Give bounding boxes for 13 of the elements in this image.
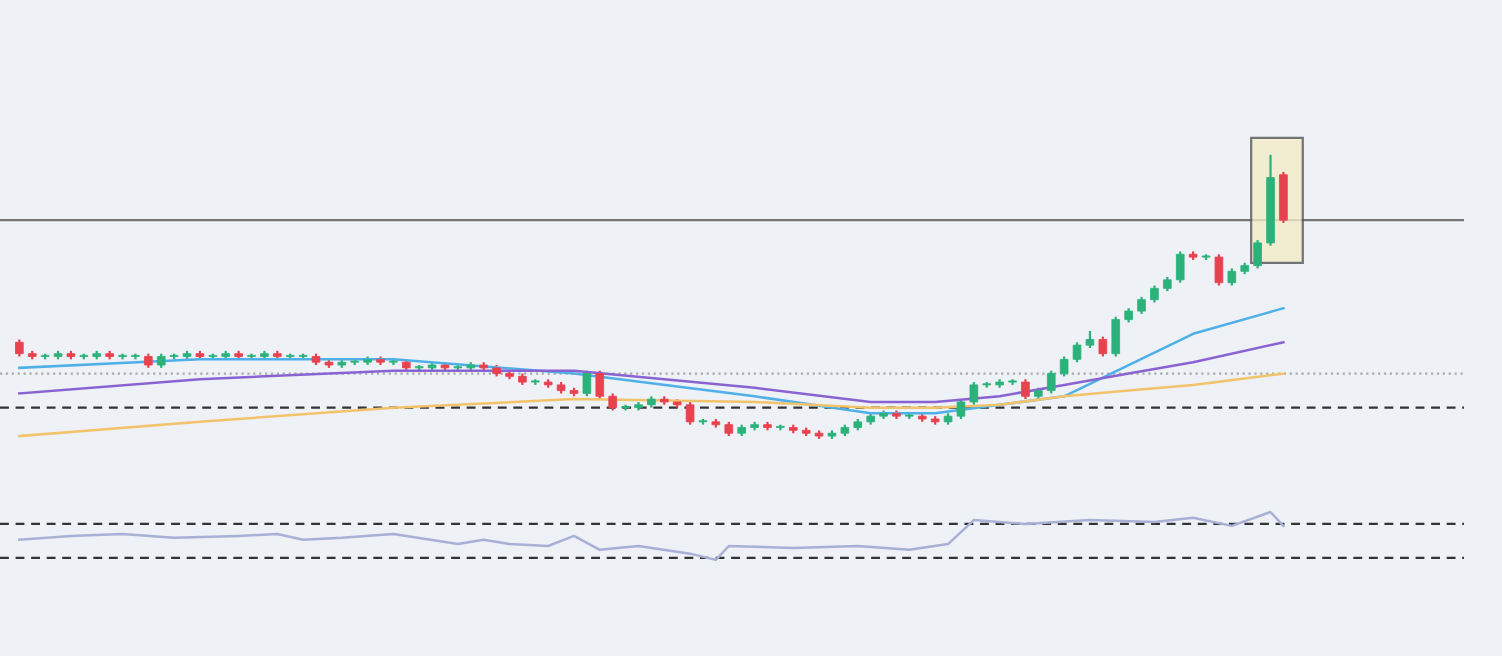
candlestick — [1111, 315, 1121, 358]
candlestick — [1059, 355, 1069, 378]
candlestick — [595, 369, 605, 401]
candlestick — [582, 369, 592, 398]
candlestick — [1046, 369, 1056, 395]
candlestick — [1214, 253, 1224, 287]
candlestick — [685, 400, 695, 426]
candlestick — [1098, 335, 1108, 358]
candlestick — [969, 380, 979, 406]
candlestick — [1279, 170, 1288, 225]
candlestick — [1021, 378, 1030, 401]
candlestick — [1253, 238, 1262, 270]
candlestick — [1175, 250, 1185, 284]
